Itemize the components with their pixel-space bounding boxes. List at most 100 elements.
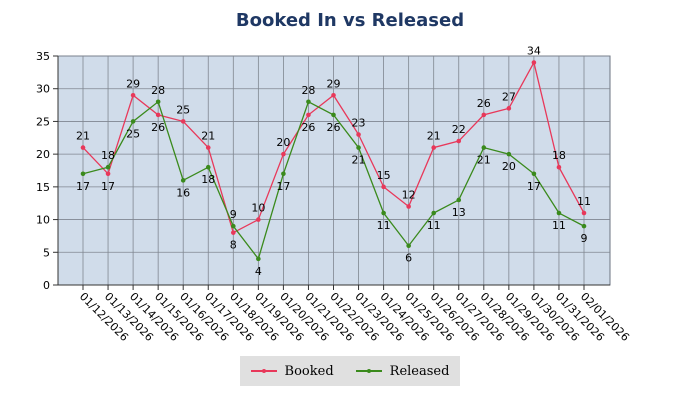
data-label-booked: 18 <box>552 149 566 162</box>
y-tick-label: 35 <box>36 50 50 63</box>
data-label-booked: 22 <box>452 123 466 136</box>
data-label-released: 25 <box>126 127 140 140</box>
data-point-booked[interactable] <box>281 151 286 157</box>
data-label-booked: 34 <box>527 45 541 58</box>
data-label-booked: 26 <box>301 121 315 134</box>
data-label-booked: 20 <box>276 136 290 149</box>
data-point-released[interactable] <box>205 164 211 170</box>
data-point-booked[interactable] <box>155 112 161 118</box>
y-tick-label: 5 <box>43 246 50 259</box>
data-label-booked: 11 <box>577 195 591 208</box>
legend-item-released[interactable]: Released <box>355 363 450 379</box>
data-point-released[interactable] <box>306 99 311 105</box>
data-point-released[interactable] <box>456 197 462 203</box>
data-label-released: 17 <box>276 180 290 193</box>
data-point-booked[interactable] <box>80 145 86 150</box>
data-point-released[interactable] <box>556 210 562 216</box>
data-point-released[interactable] <box>256 256 261 262</box>
y-tick-label: 30 <box>36 83 50 96</box>
data-label-booked: 17 <box>101 180 115 193</box>
data-label-released: 28 <box>151 84 165 97</box>
data-point-released[interactable] <box>356 145 361 150</box>
data-label-booked: 29 <box>327 77 341 90</box>
data-label-released: 11 <box>377 219 391 232</box>
data-point-released[interactable] <box>381 210 386 216</box>
legend-label-booked: Booked <box>284 363 334 379</box>
data-label-released: 21 <box>477 154 491 167</box>
legend: Booked Released <box>240 356 460 386</box>
data-label-released: 17 <box>527 180 541 193</box>
data-point-released[interactable] <box>481 145 487 150</box>
data-point-released[interactable] <box>130 119 136 124</box>
data-label-booked: 21 <box>201 130 215 143</box>
data-label-released: 21 <box>352 154 366 167</box>
data-point-booked[interactable] <box>205 145 211 150</box>
y-tick-label: 15 <box>36 181 50 194</box>
data-point-booked[interactable] <box>481 112 487 118</box>
data-point-released[interactable] <box>581 223 587 229</box>
data-point-booked[interactable] <box>256 217 261 222</box>
legend-label-released: Released <box>389 363 450 379</box>
data-label-released: 9 <box>581 232 588 245</box>
data-point-booked[interactable] <box>581 210 587 216</box>
data-point-booked[interactable] <box>130 92 136 98</box>
data-point-booked[interactable] <box>431 145 437 150</box>
data-point-booked[interactable] <box>381 184 386 190</box>
data-label-booked: 21 <box>427 130 441 143</box>
data-point-booked[interactable] <box>231 230 236 235</box>
data-label-released: 16 <box>176 186 190 199</box>
data-point-released[interactable] <box>281 171 286 177</box>
data-label-booked: 23 <box>352 117 366 130</box>
data-label-released: 9 <box>230 208 237 221</box>
data-label-released: 6 <box>405 252 412 265</box>
data-label-released: 11 <box>427 219 441 232</box>
data-point-booked[interactable] <box>356 132 361 137</box>
data-label-booked: 12 <box>402 188 416 201</box>
data-label-released: 26 <box>327 121 341 134</box>
data-point-released[interactable] <box>331 112 336 118</box>
y-tick-label: 0 <box>43 279 50 292</box>
plot-area <box>57 55 611 286</box>
data-label-booked: 26 <box>151 121 165 134</box>
data-label-booked: 26 <box>477 97 491 110</box>
data-point-released[interactable] <box>531 171 537 177</box>
data-point-released[interactable] <box>506 151 512 157</box>
legend-item-booked[interactable]: Booked <box>250 363 334 379</box>
data-point-booked[interactable] <box>506 106 512 111</box>
legend-swatch-booked <box>250 369 277 373</box>
data-point-booked[interactable] <box>105 171 111 177</box>
data-point-released[interactable] <box>431 210 437 216</box>
data-label-booked: 25 <box>176 103 190 116</box>
data-point-booked[interactable] <box>556 164 562 170</box>
data-label-released: 18 <box>101 149 115 162</box>
data-label-released: 28 <box>301 84 315 97</box>
data-point-released[interactable] <box>155 99 161 105</box>
data-point-booked[interactable] <box>406 204 411 209</box>
y-tick-label: 10 <box>36 214 50 227</box>
legend-swatch-released <box>355 369 382 373</box>
data-label-booked: 27 <box>502 90 516 103</box>
chart-title: Booked In vs Released <box>235 10 465 31</box>
data-point-booked[interactable] <box>456 138 462 144</box>
data-point-booked[interactable] <box>531 60 537 65</box>
data-point-booked[interactable] <box>331 92 336 98</box>
data-label-released: 20 <box>502 160 516 173</box>
data-label-released: 11 <box>552 219 566 232</box>
data-point-released[interactable] <box>80 171 86 177</box>
data-label-released: 13 <box>452 206 466 219</box>
data-point-released[interactable] <box>105 164 111 170</box>
data-point-booked[interactable] <box>180 119 186 124</box>
data-point-released[interactable] <box>406 243 411 249</box>
data-point-booked[interactable] <box>306 112 311 118</box>
y-tick-label: 20 <box>36 148 50 161</box>
data-point-released[interactable] <box>231 223 236 229</box>
data-label-booked: 15 <box>377 169 391 182</box>
data-label-released: 18 <box>201 173 215 186</box>
data-point-released[interactable] <box>180 178 186 183</box>
data-label-booked: 8 <box>230 239 237 252</box>
data-label-booked: 21 <box>76 130 90 143</box>
data-label-released: 4 <box>255 265 262 278</box>
data-label-booked: 10 <box>251 202 265 215</box>
